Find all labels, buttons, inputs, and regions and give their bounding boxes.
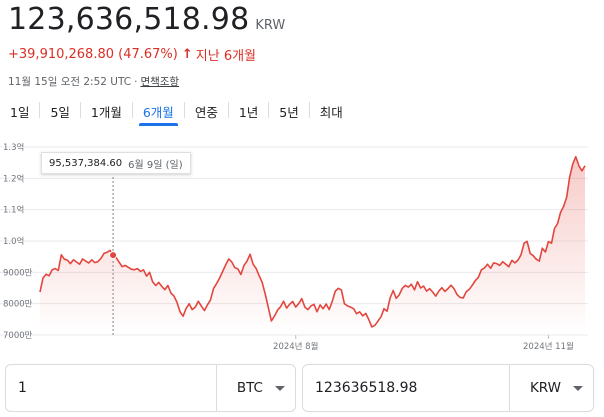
caret-down-icon — [275, 385, 285, 391]
tab-divider — [268, 102, 270, 118]
y-tick-label: 1.0억 — [3, 236, 24, 247]
to-currency-select[interactable]: KRW — [510, 365, 593, 411]
price-header: 123,636,518.98 KRW — [8, 2, 285, 37]
range-tabs: 1일 5일 1개월 6개월 연중 1년 5년 최대 — [0, 96, 353, 126]
converter-divider — [215, 365, 217, 411]
change-period: 지난 6개월 — [195, 49, 257, 64]
price-currency: KRW — [255, 18, 286, 33]
tab-divider — [308, 102, 310, 118]
y-tick-label: 1.2억 — [3, 173, 24, 184]
caret-down-icon — [573, 385, 583, 391]
y-axis-labels: 1.3억 1.2억 1.1억 1.0억 9000만 8000만 7000만 — [3, 142, 33, 341]
arrow-up-icon: ↑ — [181, 47, 193, 62]
y-tick-label: 7000만 — [3, 331, 33, 341]
current-price: 123,636,518.98 — [8, 2, 250, 37]
tab-divider — [79, 102, 81, 118]
change-row: +39,910,268.80 (47.67%) ↑ 지난 6개월 — [8, 45, 256, 64]
tab-5-years[interactable]: 5년 — [279, 105, 299, 120]
price-chart[interactable]: 1.3억 1.2억 1.1억 1.0억 9000만 8000만 7000만 2024년 8월… — [0, 130, 604, 355]
price-change: +39,910,268.80 (47.67%) — [8, 47, 178, 62]
tab-5-days[interactable]: 5일 — [50, 105, 70, 120]
price-area-fill — [40, 156, 585, 335]
tab-1-month[interactable]: 1개월 — [90, 105, 122, 120]
price-series-line — [39, 155, 586, 328]
timestamp: 11월 15일 오전 2:52 UTC — [8, 76, 132, 88]
tooltip-date: 6월 9일 (일) — [128, 159, 183, 171]
tab-divider — [39, 102, 41, 118]
tab-divider — [131, 102, 133, 118]
x-tick-label: 2024년 8월 — [273, 341, 318, 352]
y-tick-label: 1.3억 — [3, 142, 24, 153]
tab-6-months[interactable]: 6개월 — [133, 96, 184, 126]
to-amount-input[interactable]: 123636518.98 — [315, 380, 418, 396]
tab-divider — [183, 102, 185, 118]
from-currency-code: BTC — [236, 380, 263, 396]
tab-year-to-date[interactable]: 연중 — [194, 105, 218, 120]
tab-1-day[interactable]: 1일 — [10, 105, 30, 120]
x-axis-ticks: 2024년 8월 2024년 11월 — [273, 335, 574, 352]
x-tick-label: 2024년 11월 — [523, 341, 574, 352]
tab-1-year[interactable]: 1년 — [238, 105, 259, 120]
timestamp-row: 11월 15일 오전 2:52 UTC · 면책조항 — [8, 74, 179, 89]
from-amount-input[interactable]: 1 — [18, 380, 27, 396]
disclaimer-link[interactable]: 면책조항 — [140, 76, 180, 88]
tooltip-value: 95,537,384.60 — [49, 157, 123, 169]
hover-point — [109, 251, 118, 260]
y-tick-label: 9000만 — [3, 268, 33, 278]
to-currency-box: 123636518.98 KRW — [302, 364, 594, 412]
tab-max[interactable]: 최대 — [319, 105, 343, 120]
to-currency-code: KRW — [529, 380, 561, 396]
meta-separator: · — [134, 76, 138, 88]
chart-tooltip: 95,537,384.60 6월 9일 (일) — [41, 152, 191, 174]
y-tick-label: 1.1억 — [3, 205, 24, 216]
tab-divider — [227, 102, 229, 118]
from-currency-select[interactable]: BTC — [217, 365, 295, 411]
converter-divider — [508, 365, 510, 411]
y-tick-label: 8000만 — [3, 300, 33, 310]
from-currency-box: 1 BTC — [5, 364, 296, 412]
